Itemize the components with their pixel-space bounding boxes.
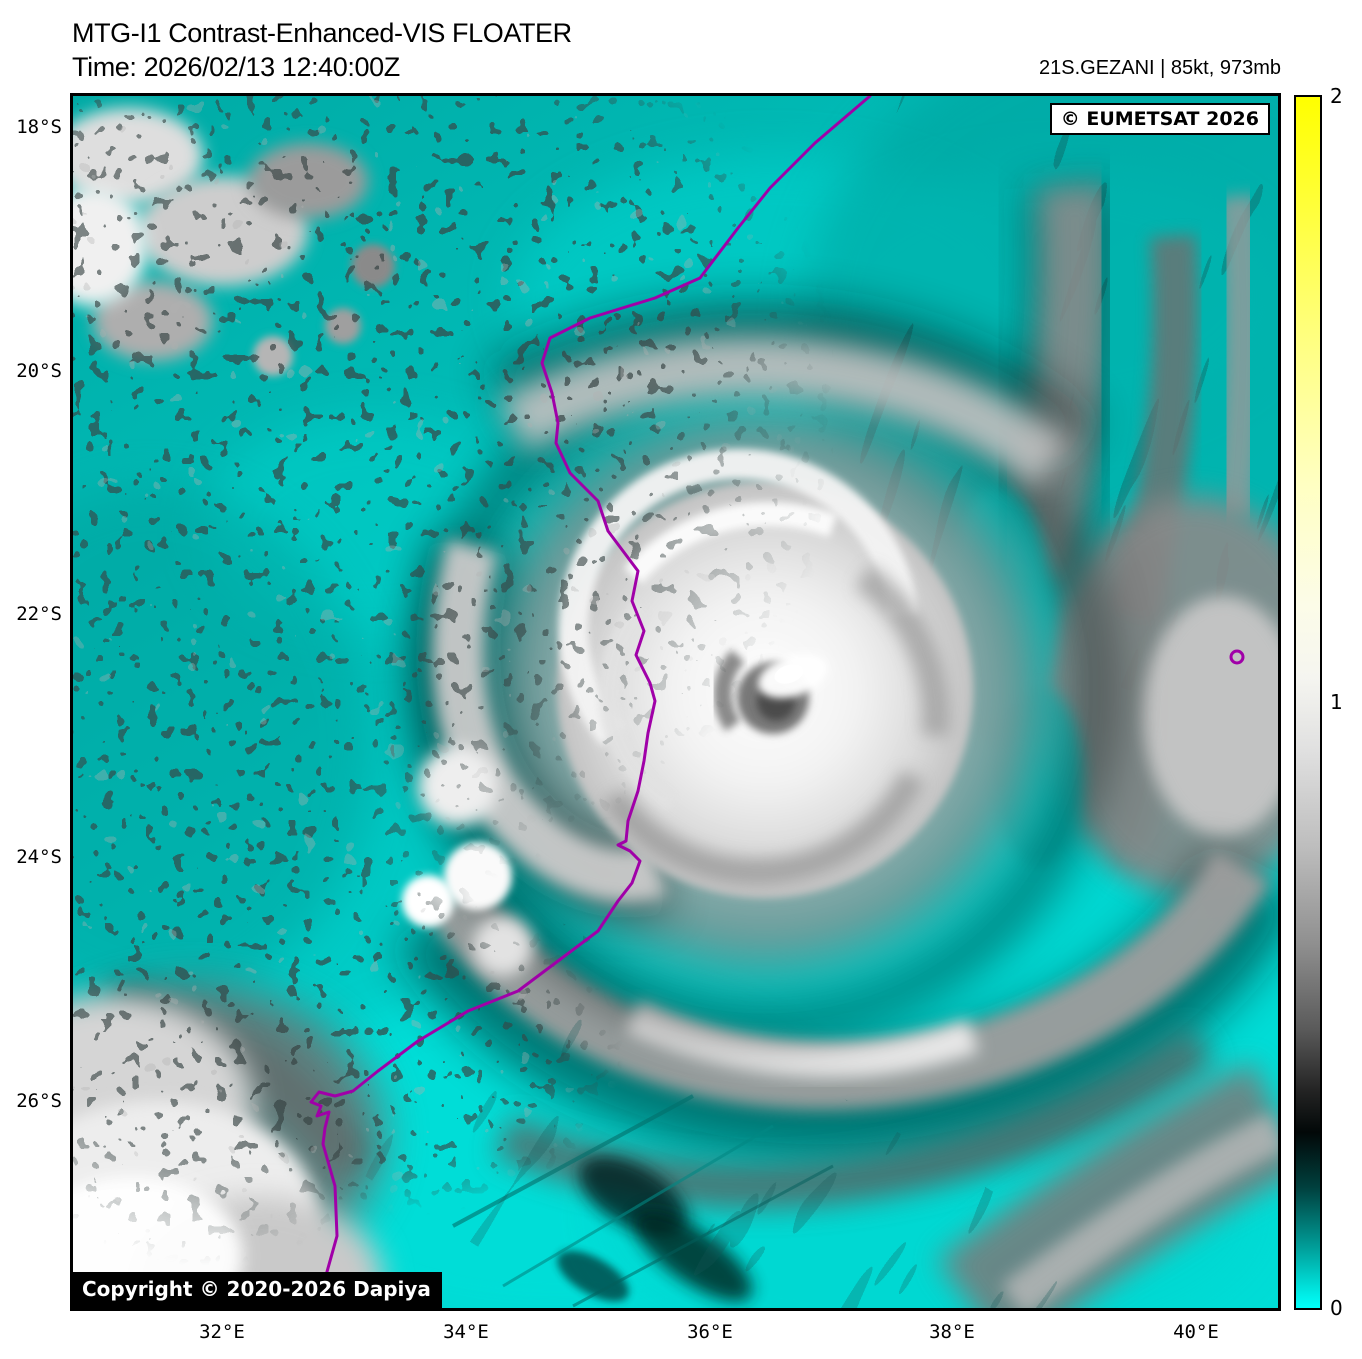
lon-tick-label: 40°E [1173,1321,1219,1343]
colorbar [1294,95,1322,1310]
eumetsat-badge: © EUMETSAT 2026 [1049,103,1270,135]
colorbar-tick-label: 2 [1330,84,1343,108]
island-marker [1229,649,1245,665]
timestamp-label: Time: 2026/02/13 12:40:00Z [72,52,400,82]
lon-tick-label: 32°E [199,1321,245,1343]
lat-tick-label: 26°S [16,1090,62,1112]
lon-tick-label: 36°E [687,1321,733,1343]
lon-tick-label: 34°E [443,1321,489,1343]
lon-tick-label: 38°E [929,1321,975,1343]
speckle-cloud-field [73,96,833,1308]
coastline-path [309,96,872,1308]
page-title: MTG-I1 Contrast-Enhanced-VIS FLOATER [72,18,572,48]
satellite-map: © EUMETSAT 2026 Copyright © 2020-2026 Da… [70,93,1281,1311]
colorbar-tick-label: 1 [1330,690,1343,714]
lat-tick-label: 20°S [16,360,62,382]
copyright-badge: Copyright © 2020-2026 Dapiya [73,1272,442,1308]
lat-tick-label: 18°S [16,116,62,138]
storm-info-label: 21S.GEZANI | 85kt, 973mb [1039,57,1281,79]
lat-tick-label: 24°S [16,846,62,868]
satellite-scene-svg [73,96,1278,1308]
lat-tick-label: 22°S [16,603,62,625]
colorbar-tick-label: 0 [1330,1296,1343,1320]
